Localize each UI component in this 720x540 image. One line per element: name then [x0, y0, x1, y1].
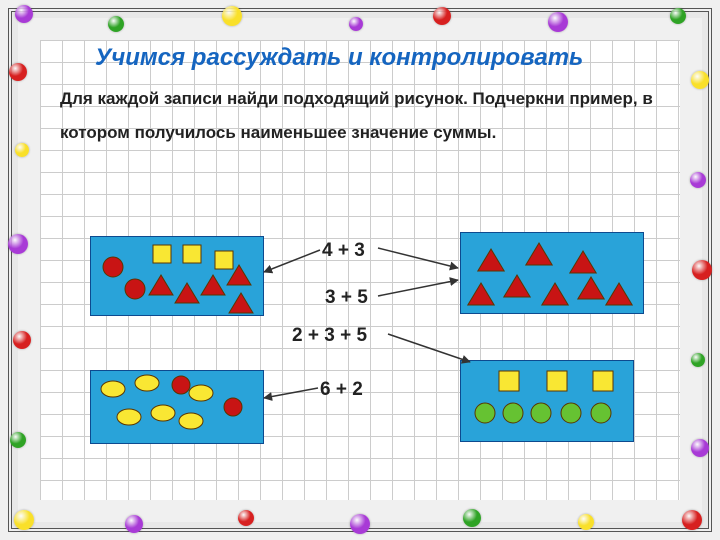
page-title: Учимся рассуждать и контролировать [95, 44, 583, 72]
border-bead-0 [15, 5, 33, 23]
border-bead-3 [349, 17, 363, 31]
border-bead-6 [670, 8, 686, 24]
expression-0: 4 + 3 [322, 240, 365, 262]
shapes-svg [91, 237, 263, 315]
border-bead-10 [691, 353, 705, 367]
border-bead-4 [433, 7, 451, 25]
border-bead-1 [108, 16, 124, 32]
border-bead-18 [14, 510, 34, 530]
border-bead-12 [682, 510, 702, 530]
border-bead-15 [350, 514, 370, 534]
border-bead-16 [238, 510, 254, 526]
border-bead-7 [691, 71, 709, 89]
border-bead-13 [578, 514, 594, 530]
expression-1: 3 + 5 [325, 287, 368, 309]
border-bead-11 [691, 439, 709, 457]
picture-bottom-right [460, 360, 634, 442]
border-bead-5 [548, 12, 568, 32]
border-bead-19 [10, 432, 26, 448]
shapes-svg [91, 371, 263, 443]
instructions-text: Для каждой записи найди подходящий рисун… [60, 82, 660, 150]
border-bead-8 [690, 172, 706, 188]
shapes-svg [461, 361, 633, 441]
shapes-svg [461, 233, 643, 313]
expression-3: 6 + 2 [320, 379, 363, 401]
picture-bottom-left [90, 370, 264, 444]
expression-2: 2 + 3 + 5 [292, 325, 367, 347]
border-bead-21 [8, 234, 28, 254]
border-bead-23 [9, 63, 27, 81]
border-bead-9 [692, 260, 712, 280]
border-bead-22 [15, 143, 29, 157]
border-bead-2 [222, 6, 242, 26]
border-bead-20 [13, 331, 31, 349]
border-bead-14 [463, 509, 481, 527]
picture-top-left [90, 236, 264, 316]
border-bead-17 [125, 515, 143, 533]
picture-top-right [460, 232, 644, 314]
